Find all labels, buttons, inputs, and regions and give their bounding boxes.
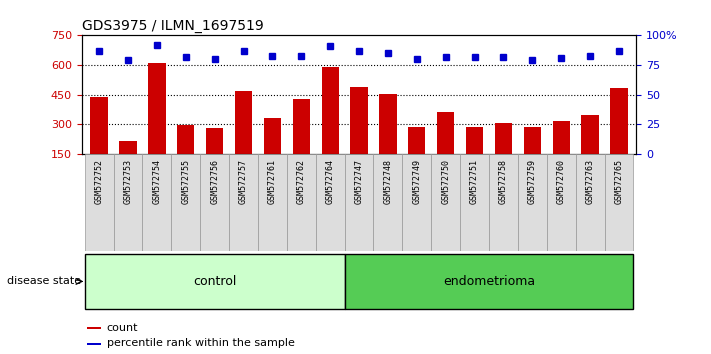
Bar	[148, 63, 166, 184]
Bar	[114, 154, 142, 251]
Bar	[345, 254, 634, 308]
Bar	[552, 121, 570, 184]
Bar	[235, 91, 252, 184]
Bar	[206, 128, 223, 184]
Text: GSM572763: GSM572763	[586, 159, 594, 204]
Text: GSM572753: GSM572753	[124, 159, 132, 204]
Text: disease state: disease state	[7, 276, 81, 286]
Bar	[171, 154, 201, 251]
Bar	[287, 154, 316, 251]
Bar	[460, 154, 489, 251]
Bar	[229, 154, 258, 251]
Text: percentile rank within the sample: percentile rank within the sample	[107, 338, 294, 348]
Bar	[489, 154, 518, 251]
Bar	[432, 154, 460, 251]
Bar	[85, 254, 345, 308]
Text: GSM572749: GSM572749	[412, 159, 422, 204]
Bar	[582, 115, 599, 184]
Bar	[402, 154, 432, 251]
Bar	[87, 343, 101, 345]
Bar	[201, 154, 229, 251]
Bar	[610, 88, 628, 184]
Bar	[87, 327, 101, 329]
Bar	[351, 87, 368, 184]
Text: GSM572751: GSM572751	[470, 159, 479, 204]
Text: GSM572761: GSM572761	[268, 159, 277, 204]
Text: control: control	[193, 275, 236, 288]
Text: GSM572758: GSM572758	[499, 159, 508, 204]
Text: GSM572762: GSM572762	[296, 159, 306, 204]
Bar	[119, 141, 137, 184]
Bar	[321, 67, 339, 184]
Text: GSM572755: GSM572755	[181, 159, 191, 204]
Bar	[524, 127, 541, 184]
Bar	[177, 125, 194, 184]
Text: GSM572764: GSM572764	[326, 159, 335, 204]
Text: GSM572754: GSM572754	[152, 159, 161, 204]
Bar	[576, 154, 604, 251]
Bar	[379, 94, 397, 184]
Text: GSM572757: GSM572757	[239, 159, 248, 204]
Bar	[495, 123, 512, 184]
Text: GSM572765: GSM572765	[614, 159, 624, 204]
Bar	[547, 154, 576, 251]
Text: GSM572750: GSM572750	[442, 159, 450, 204]
Text: GSM572747: GSM572747	[355, 159, 363, 204]
Bar	[518, 154, 547, 251]
Text: GSM572748: GSM572748	[383, 159, 392, 204]
Text: GDS3975 / ILMN_1697519: GDS3975 / ILMN_1697519	[82, 19, 264, 33]
Bar	[604, 154, 634, 251]
Bar	[293, 99, 310, 184]
Bar	[142, 154, 171, 251]
Bar	[316, 154, 345, 251]
Bar	[408, 127, 425, 184]
Bar	[466, 127, 483, 184]
Text: endometrioma: endometrioma	[443, 275, 535, 288]
Bar	[90, 97, 108, 184]
Bar	[373, 154, 402, 251]
Bar	[258, 154, 287, 251]
Text: GSM572760: GSM572760	[557, 159, 566, 204]
Text: GSM572756: GSM572756	[210, 159, 219, 204]
Bar	[264, 118, 281, 184]
Bar	[345, 154, 373, 251]
Text: GSM572759: GSM572759	[528, 159, 537, 204]
Text: GSM572752: GSM572752	[95, 159, 104, 204]
Bar	[437, 113, 454, 184]
Bar	[85, 154, 114, 251]
Text: count: count	[107, 323, 138, 333]
